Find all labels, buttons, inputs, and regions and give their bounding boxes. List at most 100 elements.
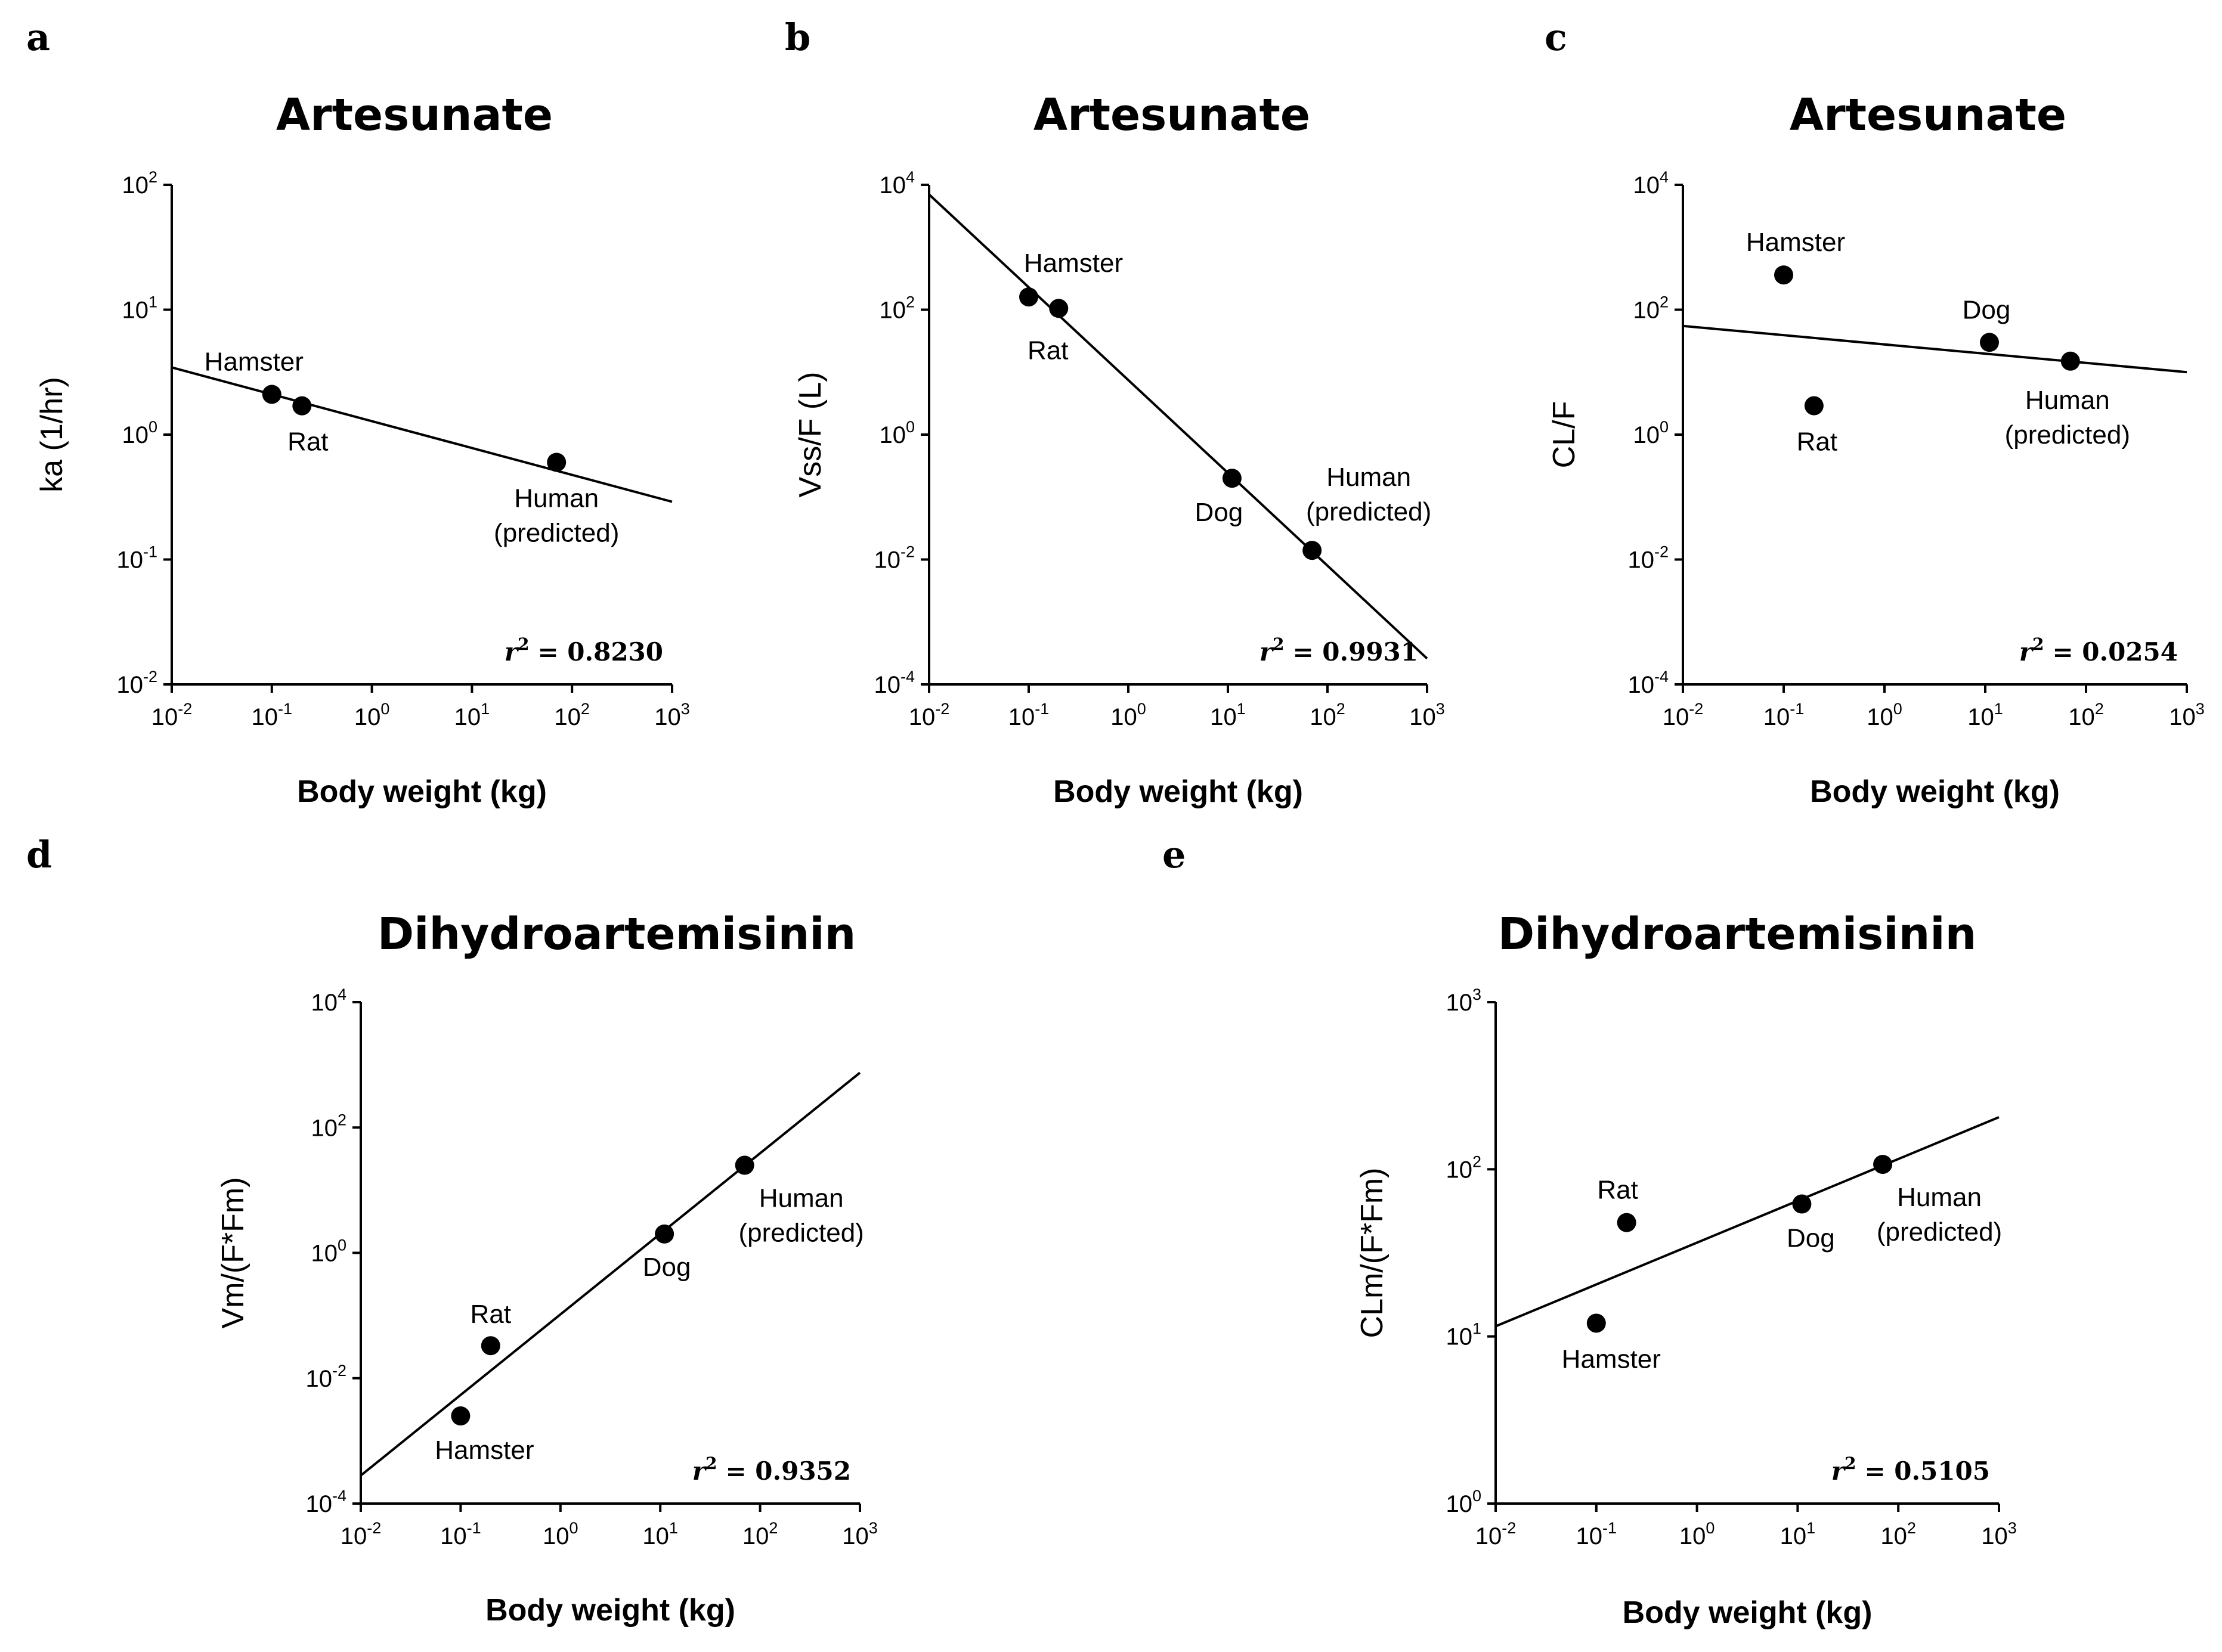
tick-base: 10 xyxy=(305,1491,332,1517)
x-tick-label: 10-1 xyxy=(252,700,293,730)
x-axis-label: Body weight (kg) xyxy=(1623,1595,1873,1630)
x-tick-label: 102 xyxy=(1880,1519,1916,1549)
tick-base: 10 xyxy=(1576,1523,1603,1549)
tick-base: 10 xyxy=(1679,1523,1706,1549)
r-squared-annotation: r2 = 0.9931 xyxy=(1259,634,1418,667)
y-tick-label: 10-1 xyxy=(116,543,157,574)
tick-base: 10 xyxy=(642,1523,669,1549)
tick-base: 10 xyxy=(1110,704,1137,730)
tick-exponent: -1 xyxy=(1602,1519,1617,1537)
point-label-line: Hamster xyxy=(435,1436,534,1465)
x-tick-label: 103 xyxy=(842,1519,878,1549)
tick-base: 10 xyxy=(305,1366,332,1392)
point-label-line: (predicted) xyxy=(1877,1217,2002,1247)
tick-base: 10 xyxy=(554,704,581,730)
chart-title: Artesunate xyxy=(1033,89,1310,141)
y-tick-label: 100 xyxy=(311,1236,346,1267)
tick-base: 10 xyxy=(1967,704,1994,730)
x-tick-label: 101 xyxy=(1210,700,1246,730)
r-squared-value: = 0.8230 xyxy=(537,637,663,667)
tick-base: 10 xyxy=(1008,704,1035,730)
chart-title: Artesunate xyxy=(1790,89,2066,141)
point-label: Hamster xyxy=(1024,249,1123,278)
tick-base: 10 xyxy=(879,297,906,324)
data-point xyxy=(655,1224,674,1244)
point-label-line: Human xyxy=(1897,1183,1982,1212)
tick-base: 10 xyxy=(1867,704,1893,730)
tick-exponent: -2 xyxy=(1689,700,1703,718)
tick-base: 10 xyxy=(879,172,906,199)
x-tick-label: 10-2 xyxy=(341,1519,382,1549)
data-point xyxy=(735,1155,754,1175)
x-tick-label: 103 xyxy=(1409,700,1445,730)
point-label: Rat xyxy=(1597,1176,1638,1205)
tick-base: 10 xyxy=(1409,704,1436,730)
tick-exponent: 0 xyxy=(148,418,157,436)
r-squared-value: = 0.0254 xyxy=(2052,637,2178,667)
tick-exponent: -4 xyxy=(1654,668,1669,686)
point-label-line: (predicted) xyxy=(494,518,619,547)
y-tick-label: 10-2 xyxy=(116,668,157,698)
point-label-line: Human xyxy=(2025,386,2110,415)
x-tick-label: 102 xyxy=(2068,700,2104,730)
panel-letter: d xyxy=(26,833,52,876)
point-label: Human (predicted) xyxy=(1877,1183,2002,1247)
tick-base: 10 xyxy=(1446,1324,1472,1350)
point-label-line: Dog xyxy=(1787,1224,1835,1253)
data-point xyxy=(2060,351,2080,371)
r-superscript: 2 xyxy=(1273,634,1284,654)
tick-base: 10 xyxy=(2169,704,2196,730)
x-tick-label: 101 xyxy=(642,1519,678,1549)
tick-exponent: 2 xyxy=(338,1111,346,1129)
data-point xyxy=(262,385,281,404)
regression-line xyxy=(1682,324,2187,374)
y-axis-label: Vm/(F*Fm) xyxy=(216,1177,250,1328)
tick-exponent: -1 xyxy=(467,1519,481,1537)
y-tick-label: 102 xyxy=(879,293,915,324)
x-tick-label: 10-2 xyxy=(1475,1519,1517,1549)
tick-base: 10 xyxy=(1663,704,1689,730)
x-tick-label: 101 xyxy=(1967,700,2003,730)
point-label-line: Hamster xyxy=(1024,249,1123,278)
chart-title: Dihydroartemisinin xyxy=(1498,909,1977,960)
tick-exponent: 4 xyxy=(338,985,346,1003)
x-axis-label: Body weight (kg) xyxy=(485,1593,735,1628)
data-point xyxy=(1586,1313,1606,1333)
x-tick-label: 102 xyxy=(1310,700,1345,730)
tick-base: 10 xyxy=(1627,672,1654,698)
r-symbol: r xyxy=(2019,637,2034,667)
x-tick-label: 100 xyxy=(543,1519,578,1549)
data-point xyxy=(1792,1194,1812,1214)
r-superscript: 2 xyxy=(2032,634,2044,654)
tick-base: 10 xyxy=(1780,1523,1807,1549)
tick-base: 10 xyxy=(341,1523,367,1549)
data-point xyxy=(1774,265,1793,285)
point-label-line: Dog xyxy=(1963,295,2011,324)
x-tick-label: 10-2 xyxy=(909,700,950,730)
tick-exponent: -2 xyxy=(178,700,192,718)
y-tick-label: 100 xyxy=(879,418,915,448)
tick-base: 10 xyxy=(2068,704,2095,730)
tick-exponent: 2 xyxy=(1660,293,1669,311)
panel-letter: a xyxy=(26,16,50,59)
y-tick-label: 10-2 xyxy=(305,1362,346,1392)
point-label: Human (predicted) xyxy=(494,483,619,547)
tick-exponent: 0 xyxy=(906,418,915,436)
tick-base: 10 xyxy=(122,422,148,448)
tick-exponent: 3 xyxy=(681,700,690,718)
tick-base: 10 xyxy=(1981,1523,2008,1549)
point-label-line: Rat xyxy=(287,427,328,457)
point-label: Hamster xyxy=(1562,1344,1661,1374)
tick-exponent: 2 xyxy=(769,1519,778,1537)
tick-exponent: 3 xyxy=(1472,985,1481,1003)
tick-exponent: -1 xyxy=(278,700,292,718)
point-label-line: Dog xyxy=(1195,498,1243,527)
point-label: Dog xyxy=(1963,295,2011,324)
y-tick-label: 103 xyxy=(1446,985,1481,1016)
tick-exponent: 0 xyxy=(380,700,389,718)
y-tick-label: 104 xyxy=(1633,168,1669,199)
point-label-line: Rat xyxy=(1028,336,1068,365)
tick-base: 10 xyxy=(252,704,278,730)
